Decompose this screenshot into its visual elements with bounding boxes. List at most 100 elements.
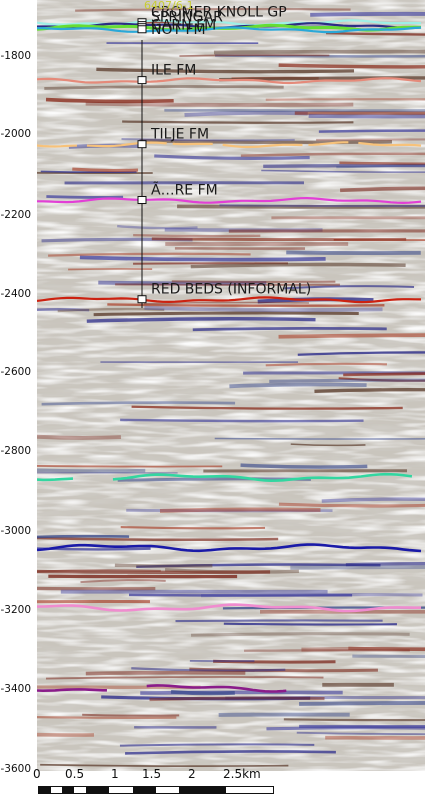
- formation-horizon-line: [37, 196, 422, 205]
- reflector-band: [214, 437, 425, 440]
- reflector-band: [48, 252, 251, 257]
- distance-scale: 0 0.5 1 1.5 2 2.5km: [33, 767, 425, 799]
- reflector-band: [114, 563, 213, 568]
- reflector-band: [85, 670, 246, 676]
- depth-tick-label: -3000: [0, 525, 31, 537]
- depth-tick-label: -2600: [0, 366, 31, 378]
- reflector-band: [223, 622, 397, 626]
- reflector-band: [192, 326, 387, 332]
- reflector-band: [37, 534, 130, 539]
- reflector-band: [310, 11, 425, 17]
- reflector-band: [299, 701, 425, 706]
- reflector-band: [154, 154, 310, 160]
- reflector-band: [170, 689, 235, 696]
- reflector-band: [339, 186, 425, 193]
- reflector-band: [190, 632, 410, 637]
- seismic-section[interactable]: CROMER KNOLL GP SPRINGAR GARN FM NOT FM ILE …: [37, 0, 425, 771]
- reflector-band: [82, 713, 180, 717]
- reflector-band: [140, 690, 343, 695]
- formation-label: TILJE FM: [150, 127, 209, 143]
- formation-horizon-line: [37, 77, 422, 85]
- reflector-band: [190, 262, 406, 269]
- pink-horizon: [37, 603, 421, 613]
- reflector-band: [297, 351, 425, 356]
- reflector-band: [179, 54, 330, 57]
- reflector-band: [219, 204, 425, 208]
- reflector-band: [37, 465, 223, 468]
- depth-tick-label: -2200: [0, 209, 31, 221]
- reflector-band: [37, 434, 122, 440]
- reflector-band: [125, 750, 336, 755]
- distance-tick-label: 0: [33, 767, 41, 781]
- reflector-band: [85, 101, 354, 107]
- reflector-band: [286, 250, 421, 256]
- reflector-band: [37, 716, 177, 719]
- reflector-band: [184, 110, 308, 117]
- depth-tick-label: -2800: [0, 445, 31, 457]
- reflector-band: [107, 303, 385, 307]
- reflector-band: [278, 333, 425, 339]
- reflector-band: [93, 311, 359, 317]
- formation-top-marker: [137, 76, 147, 85]
- formation-label: RED BEDS (INFORMAL): [151, 282, 311, 298]
- reflector-band: [263, 163, 425, 169]
- reflector-band: [79, 255, 326, 262]
- purple-horizon: [37, 683, 422, 693]
- reflector-band: [175, 619, 383, 623]
- reflector-band: [269, 378, 425, 383]
- formation-horizon-line: [37, 296, 422, 304]
- formation-horizon-line: [37, 141, 422, 149]
- reflector-band: [44, 85, 284, 90]
- reflector-band: [229, 382, 367, 389]
- reflector-band: [316, 138, 425, 142]
- reflector-band: [40, 170, 137, 174]
- reflector-band: [57, 307, 165, 313]
- reflector-band: [278, 502, 425, 508]
- formation-label: GARN FM: [151, 18, 216, 34]
- reflector-band: [120, 418, 364, 423]
- reflector-band: [314, 388, 425, 393]
- reflector-band: [86, 317, 316, 323]
- well-name-label: 6407/6-1: [144, 0, 194, 12]
- reflector-band: [343, 372, 425, 377]
- reflector-band: [37, 468, 146, 473]
- depth-tick-label: -2400: [0, 288, 31, 300]
- reflector-band: [119, 743, 315, 747]
- reflector-band: [219, 76, 425, 82]
- formation-top-marker: [137, 196, 147, 205]
- formation-horizon-line: [37, 26, 422, 34]
- distance-tick-label: 0.5: [65, 767, 85, 781]
- reflector-band: [133, 233, 261, 238]
- reflector-band: [41, 401, 236, 406]
- reflector-band: [348, 646, 425, 652]
- reflector-band: [200, 593, 423, 598]
- reflector-band: [131, 405, 403, 410]
- scale-bar: [38, 786, 274, 794]
- formation-label: ILE FM: [151, 63, 196, 79]
- reflector-band: [159, 507, 321, 513]
- reflector-band: [37, 307, 90, 312]
- reflector-band: [177, 204, 425, 209]
- reflector-band: [72, 167, 139, 173]
- reflector-band: [126, 508, 333, 513]
- blue-horizon: [37, 543, 422, 553]
- formation-top-marker: [137, 140, 147, 149]
- reflector-band: [318, 129, 425, 133]
- depth-axis: -1800 -2000 -2200 -2400 -2600 -2800 -300…: [0, 0, 37, 799]
- reflector-band: [213, 49, 425, 55]
- depth-tick-label: -1800: [0, 50, 31, 62]
- green-horizon: [37, 472, 422, 483]
- well-track: [137, 18, 147, 308]
- reflector-band: [151, 237, 407, 242]
- reflector-band: [80, 579, 166, 584]
- distance-tick-label: 2.5km: [223, 767, 261, 781]
- reflector-band: [40, 763, 289, 767]
- reflector-band: [144, 305, 383, 313]
- reflector-band: [75, 7, 351, 12]
- reflector-band: [45, 676, 324, 680]
- reflector-band: [117, 224, 198, 230]
- reflector-band: [336, 164, 425, 169]
- reflector-band: [68, 268, 153, 271]
- depth-tick-label: -3600: [0, 763, 31, 775]
